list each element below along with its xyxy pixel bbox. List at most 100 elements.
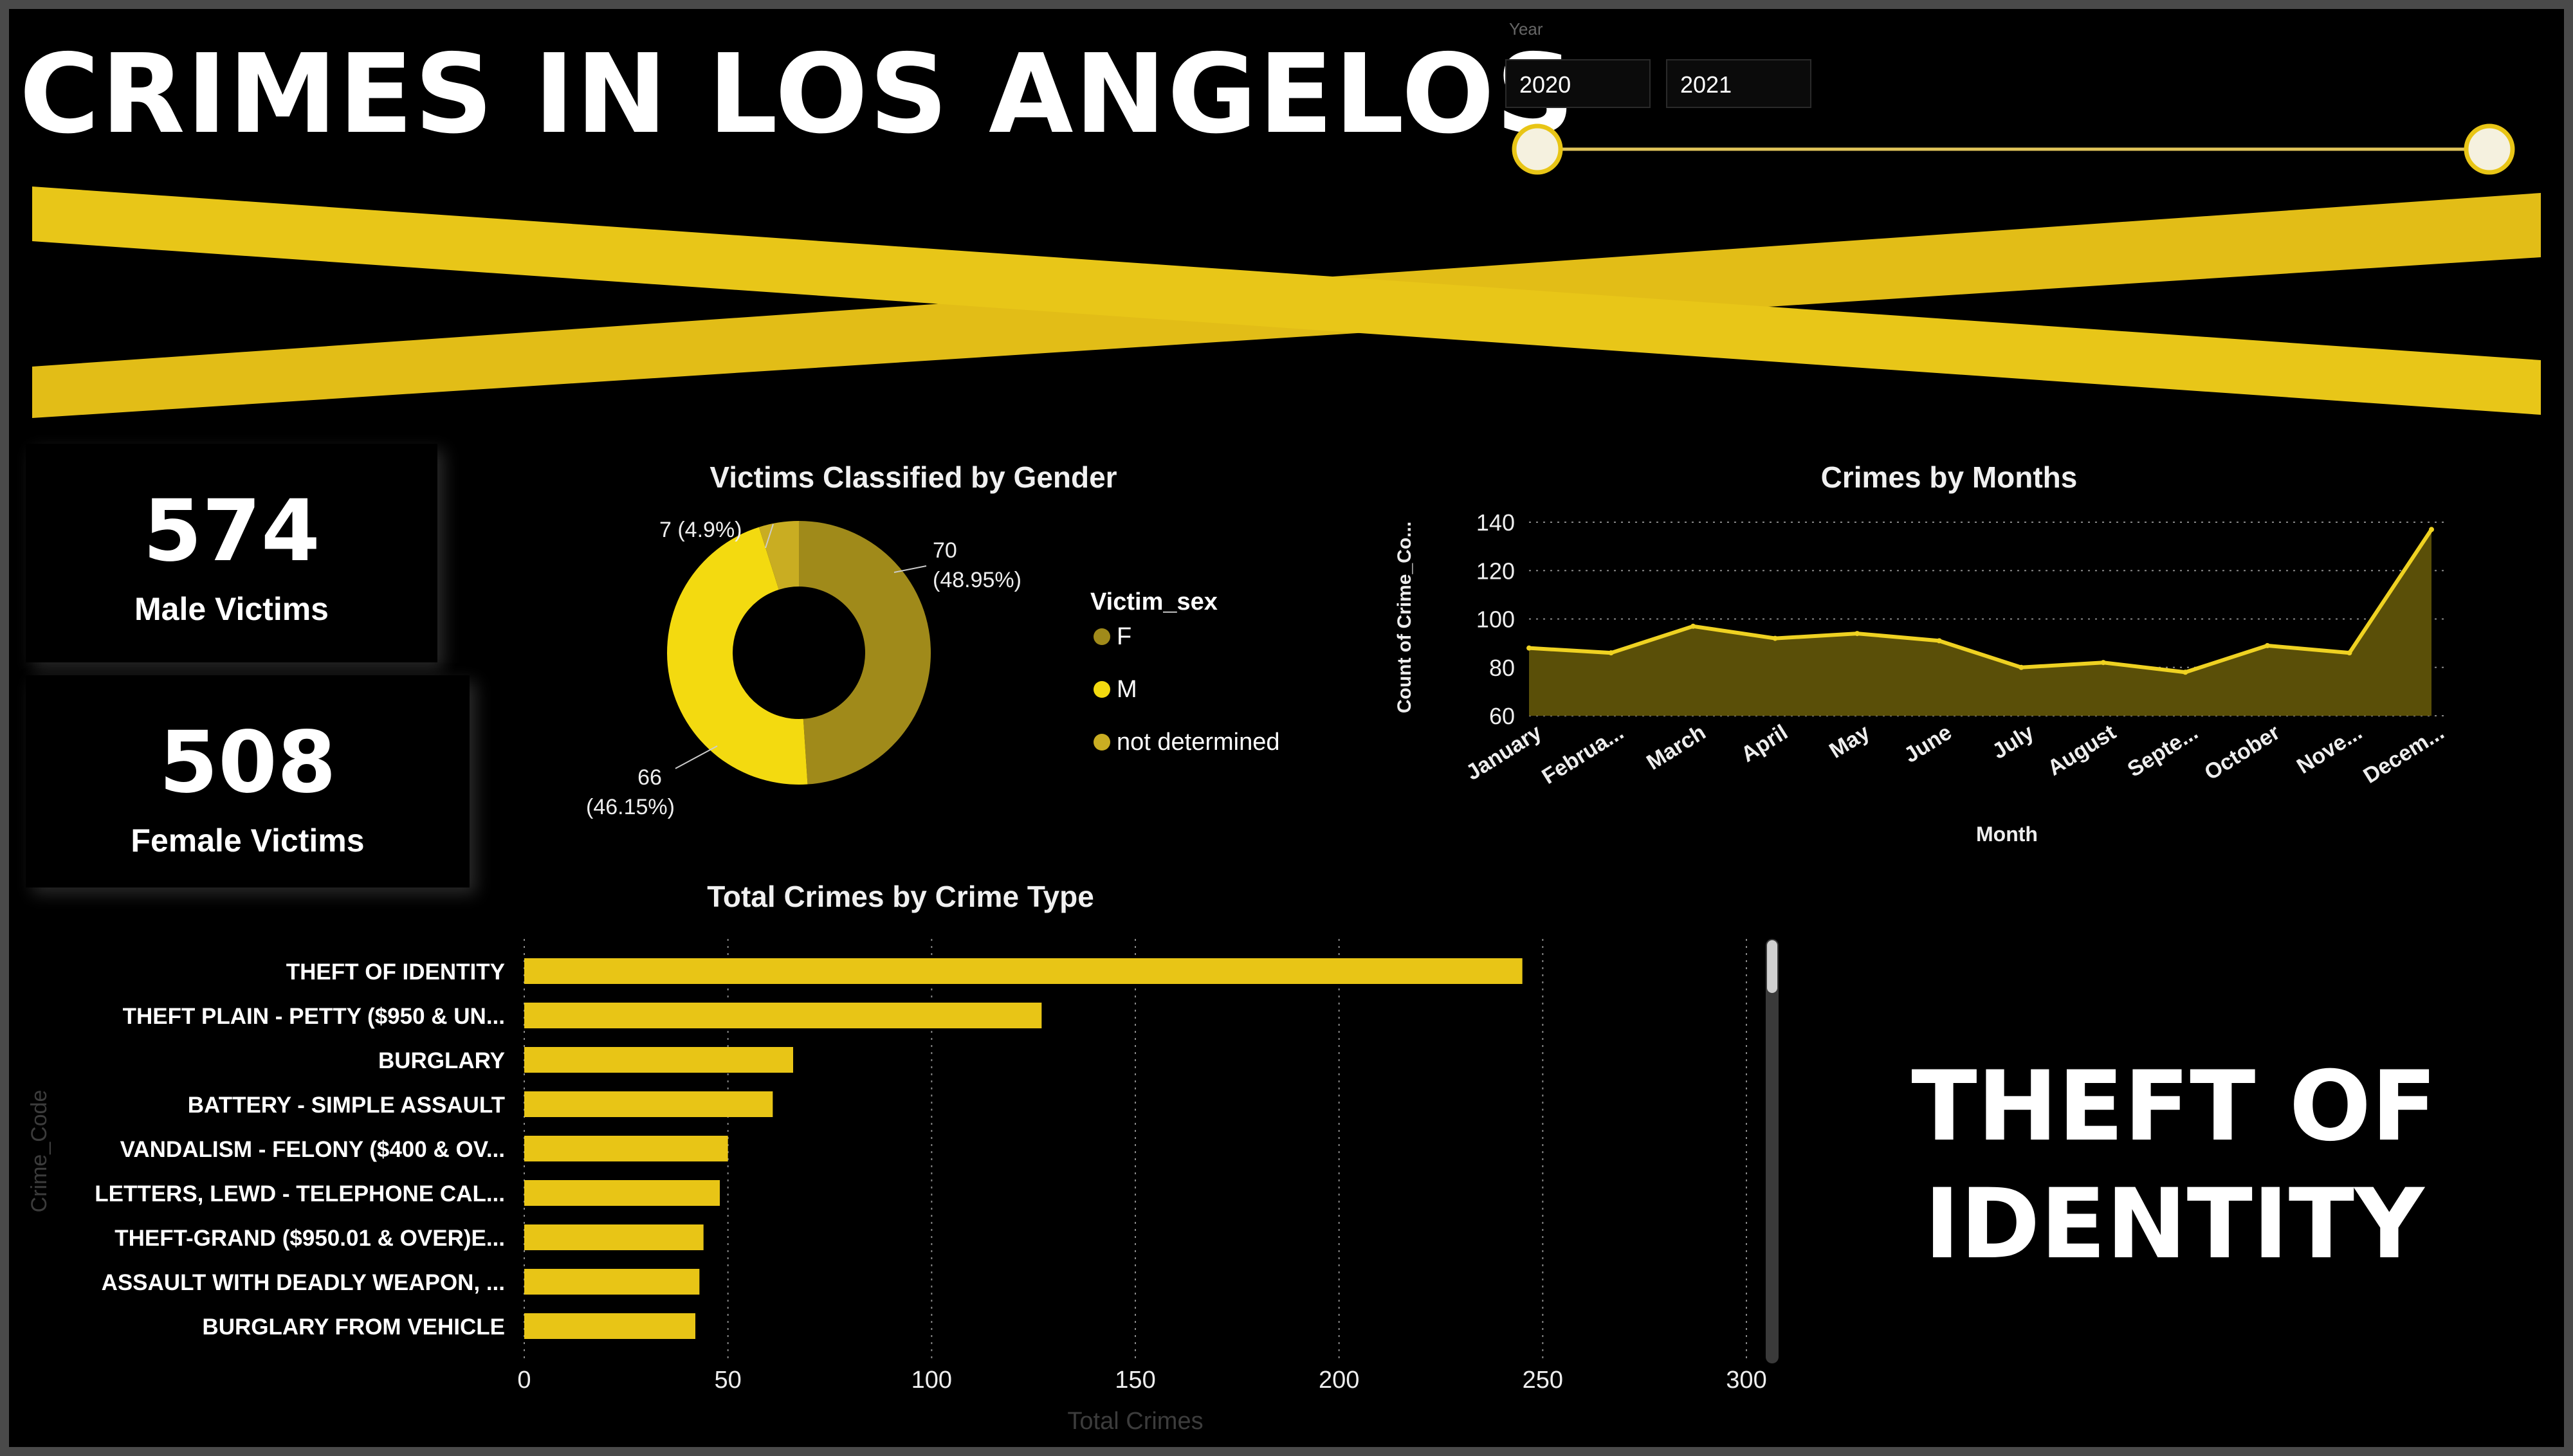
months-y-axis-label: Count of Crime_Co... [1394,522,1415,713]
crime-x-tick: 250 [1523,1367,1563,1394]
year-range-slider[interactable] [1499,116,2515,187]
crime-category-label: BURGLARY [378,1048,505,1073]
months-point-5[interactable] [1854,631,1860,637]
months-x-tick: March [1642,720,1710,775]
legend-item-m-label[interactable]: M [1117,676,1137,703]
crime-x-tick: 100 [911,1367,952,1394]
months-x-tick: Februa... [1537,720,1627,789]
legend-item-m-marker [1094,681,1110,698]
crime-category-label: BURGLARY FROM VEHICLE [202,1315,505,1340]
donut-slice-m[interactable] [667,527,808,785]
slider-end-handle[interactable] [2464,123,2515,175]
female-victims-card: 508 Female Victims [26,675,470,887]
months-x-tick: Nove... [2293,720,2367,779]
female-victims-label: Female Victims [131,823,365,859]
crime-x-tick: 50 [715,1367,742,1394]
crime-category-label: BATTERY - SIMPLE ASSAULT [188,1093,505,1118]
months-point-8[interactable] [2100,660,2106,666]
crime-bar-9[interactable] [524,1313,695,1339]
donut-leader-line-f [893,565,927,573]
gender-donut-chart: 70 (48.95%) 66 (46.15%) 7 (4.9%) Victim_sex FM… [586,518,1280,819]
months-point-7[interactable] [2019,664,2024,670]
months-point-10[interactable] [2264,642,2270,648]
crime-type-chart-title: Total Crimes by Crime Type [707,880,1094,913]
gender-chart-title: Victims Classified by Gender [710,460,1117,494]
months-point-1[interactable] [1526,645,1532,651]
crime-x-tick: 200 [1319,1367,1359,1394]
crime-x-tick: 300 [1726,1367,1766,1394]
donut-legend-title: Victim_sex [1090,588,1218,615]
months-point-4[interactable] [1772,635,1778,641]
legend-item-f-label[interactable]: F [1117,623,1131,650]
months-x-tick: May [1825,720,1874,763]
months-area-fill [1529,529,2431,716]
months-x-tick: Septe... [2123,720,2202,782]
months-x-tick: January [1462,720,1546,785]
months-x-tick: August [2044,720,2120,781]
months-x-tick: July [1988,720,2038,764]
tape-strip-falling [32,187,2541,415]
legend-item-not-determined-label[interactable]: not determined [1117,729,1280,756]
crime-bar-8[interactable] [524,1269,700,1295]
months-y-tick: 80 [1489,655,1515,681]
donut-label-f-count: 70 [933,538,957,563]
crime-bar-4[interactable] [524,1091,773,1117]
months-y-tick: 60 [1489,703,1515,729]
crime-chart-scrollbar[interactable] [1766,939,1779,1363]
year-start-input[interactable]: 2020 [1505,59,1651,108]
crime-bar-6[interactable] [524,1180,720,1206]
crime-x-tick: 0 [517,1367,531,1394]
months-x-tick: April [1737,720,1792,767]
crime-bar-1[interactable] [524,958,1523,984]
crime-category-label: THEFT PLAIN - PETTY ($950 & UN... [123,1004,505,1029]
year-end-input[interactable]: 2021 [1666,59,1811,108]
months-point-6[interactable] [1936,638,1942,644]
crime-chart-scroll-thumb[interactable] [1767,940,1777,993]
crime-x-axis-label: Total Crimes [1067,1408,1203,1435]
donut-leader-line-nd [765,523,774,549]
donut-label-nd: 7 (4.9%) [659,518,742,542]
crime-category-label: THEFT-GRAND ($950.01 & OVER)E... [114,1226,505,1251]
crime-bar-2[interactable] [524,1003,1042,1028]
female-victims-value: 508 [159,713,336,812]
months-point-9[interactable] [2183,669,2188,675]
crime-scene-tape [32,187,2541,418]
legend-item-not-determined-marker [1094,734,1110,751]
months-x-axis-label: Month [1976,823,2038,846]
crime-category-label: THEFT OF IDENTITY [286,960,505,985]
crime-y-axis-label: Crime_Code [27,1090,51,1213]
donut-label-f-percent: (48.95%) [933,568,1021,592]
dashboard-title: CRIMES IN LOS ANGELOS [19,31,1576,158]
months-chart-title: Crimes by Months [1820,460,2078,494]
male-victims-value: 574 [143,482,320,581]
months-x-tick: June [1900,720,1956,768]
selected-crime-type-text: THEFT OF IDENTITY [1911,1051,2437,1280]
slider-start-handle[interactable] [1512,123,1563,175]
crime-category-label: ASSAULT WITH DEADLY WEAPON, ... [102,1270,505,1295]
crime-category-label: VANDALISM - FELONY ($400 & OV... [120,1137,505,1162]
male-victims-card: 574 Male Victims [26,444,437,662]
months-point-3[interactable] [1690,623,1696,629]
months-x-tick: Decem... [2359,720,2448,788]
months-point-11[interactable] [2347,650,2352,656]
crime-bar-5[interactable] [524,1136,728,1161]
male-victims-label: Male Victims [134,591,329,627]
crime-category-label: LETTERS, LEWD - TELEPHONE CAL... [95,1181,505,1206]
crime-type-bar-chart: 0 50 100 150 200 250 300 THEFT OF IDENTITY THEFT… [27,939,1779,1435]
months-point-2[interactable] [1608,650,1614,656]
crime-x-tick: 150 [1115,1367,1155,1394]
months-x-tick: October [2200,720,2284,785]
legend-item-f-marker [1094,628,1110,645]
months-point-12[interactable] [2429,527,2434,532]
months-y-tick: 100 [1476,606,1515,633]
crime-bar-3[interactable] [524,1047,793,1073]
donut-slice-f[interactable] [799,521,931,785]
donut-label-m-count: 66 [637,765,662,790]
months-y-tick: 120 [1476,558,1515,584]
crime-bar-7[interactable] [524,1224,704,1250]
months-line [1528,528,2433,675]
donut-label-m-percent: (46.15%) [586,795,675,819]
year-slicer-label: Year [1509,19,1543,39]
